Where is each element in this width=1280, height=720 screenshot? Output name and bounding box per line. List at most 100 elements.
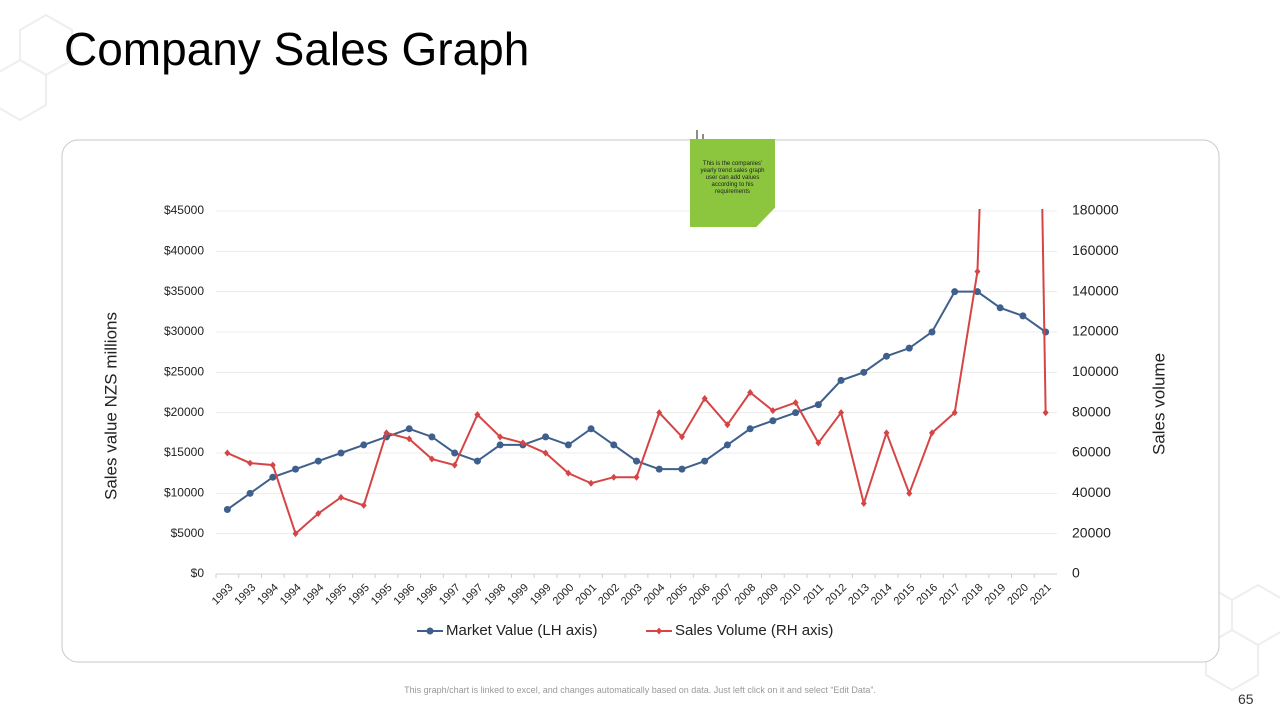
point-marker (497, 433, 504, 441)
chart-card (61, 139, 1220, 663)
y-tick-label: $15000 (164, 445, 204, 459)
legend-label: Sales Volume (RH axis) (675, 622, 833, 639)
point-marker (928, 429, 935, 437)
point-marker (905, 344, 913, 352)
y-tick-label: $40000 (164, 244, 204, 258)
point-marker (1042, 328, 1050, 336)
point-marker (473, 457, 481, 465)
point-marker (428, 433, 436, 441)
point-marker (565, 469, 572, 477)
point-marker (223, 505, 231, 513)
point-marker (928, 328, 936, 336)
point-marker (633, 457, 640, 465)
y2-tick-label: 100000 (1072, 363, 1119, 379)
y2-tick-label: 0 (1072, 565, 1080, 581)
point-marker (860, 368, 868, 376)
point-marker (724, 421, 731, 429)
y-tick-label: $35000 (164, 284, 204, 298)
y2-tick-label: 20000 (1072, 524, 1111, 540)
point-marker (587, 425, 595, 433)
point-marker (860, 499, 867, 507)
point-marker (405, 425, 413, 433)
legend-marker (656, 627, 662, 635)
y-tick-label: $30000 (164, 324, 204, 338)
y-tick-label: $10000 (164, 486, 204, 500)
point-marker (769, 407, 776, 415)
point-marker (315, 510, 322, 517)
y-axis-title: Sales value NZS millions (101, 312, 120, 500)
point-marker (292, 465, 300, 473)
point-marker (973, 288, 981, 296)
y-tick-label: $20000 (164, 405, 204, 419)
point-marker (815, 439, 822, 447)
point-marker (360, 501, 367, 509)
point-marker (474, 411, 481, 419)
point-marker (633, 473, 640, 481)
point-marker (360, 441, 368, 449)
point-marker (792, 409, 800, 417)
point-marker (769, 417, 777, 425)
y-tick-label: $5000 (171, 526, 205, 540)
y2-tick-label: 120000 (1072, 323, 1119, 339)
point-marker (542, 433, 550, 441)
point-marker (383, 429, 390, 437)
point-marker (314, 457, 322, 465)
y2-tick-label: 60000 (1072, 444, 1111, 460)
y-tick-label: $0 (191, 566, 205, 580)
point-marker (837, 376, 845, 384)
point-marker (292, 530, 299, 538)
point-marker (610, 441, 618, 449)
point-marker (247, 459, 254, 467)
y2-tick-label: 80000 (1072, 403, 1111, 419)
point-marker (746, 425, 754, 433)
y2-tick-label: 160000 (1072, 242, 1119, 258)
point-marker (269, 461, 276, 469)
y2-tick-label: 40000 (1072, 484, 1111, 500)
point-marker (337, 449, 345, 457)
point-marker (747, 389, 754, 396)
point-marker (678, 465, 686, 473)
point-marker (564, 441, 572, 449)
point-marker (269, 473, 277, 481)
point-marker (428, 455, 435, 463)
point-marker (542, 449, 549, 457)
point-marker (451, 461, 458, 469)
point-marker (883, 429, 890, 437)
point-marker (792, 399, 799, 407)
y-tick-label: $25000 (164, 365, 204, 379)
point-marker (610, 473, 617, 481)
point-marker (814, 401, 822, 409)
point-marker (655, 465, 663, 473)
point-marker (224, 449, 231, 457)
point-marker (951, 288, 959, 296)
point-marker (701, 395, 708, 403)
point-marker (406, 435, 413, 443)
point-marker (656, 409, 663, 417)
page-number: 65 (1238, 691, 1254, 707)
sticky-note: This is the companies' yearly trend sale… (690, 139, 775, 227)
legend-label: Market Value (LH axis) (446, 622, 597, 639)
point-marker (701, 457, 709, 465)
point-marker (678, 433, 685, 441)
point-marker (519, 439, 526, 447)
y2-tick-label: 180000 (1072, 202, 1119, 218)
y-tick-label: $45000 (164, 203, 204, 217)
point-marker (588, 479, 595, 487)
point-marker (338, 493, 345, 501)
point-marker (838, 409, 845, 417)
point-marker (1042, 409, 1049, 417)
y2-axis-title: Sales volume (1149, 353, 1168, 455)
point-marker (974, 268, 981, 275)
point-marker (451, 449, 459, 457)
point-marker (496, 441, 504, 449)
point-marker (1019, 312, 1027, 320)
point-marker (906, 489, 913, 497)
point-marker (996, 304, 1004, 312)
point-marker (723, 441, 731, 449)
legend-marker (426, 627, 434, 635)
point-marker (246, 489, 254, 497)
point-marker (883, 352, 891, 360)
plot-area (223, 209, 1050, 538)
